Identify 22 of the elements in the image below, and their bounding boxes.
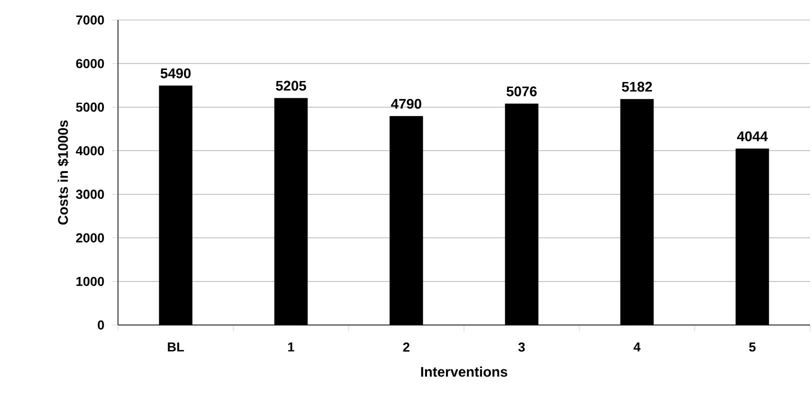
y-tick-label: 5000	[76, 102, 104, 112]
data-label: 4790	[391, 98, 422, 109]
data-label: 5205	[276, 80, 306, 91]
y-tick-label: 1000	[76, 276, 104, 286]
y-tick-label: 6000	[76, 58, 104, 68]
y-tick-label: 0	[98, 320, 104, 330]
y-tick-label: 7000	[76, 15, 104, 25]
y-tick-label: 3000	[76, 190, 104, 199]
x-tick-label: 1	[288, 342, 294, 352]
data-label: 5182	[622, 82, 652, 92]
x-tick-label: 2	[403, 342, 410, 352]
y-tick-label: 2000	[76, 233, 104, 242]
x-tick-label: 5	[749, 342, 756, 352]
y-tick-label: 4000	[76, 146, 104, 156]
x-axis-title: Interventions	[421, 366, 508, 377]
data-label: 4044	[737, 131, 768, 142]
data-label: 5490	[160, 68, 191, 78]
y-axis-title: Costs in $1000s	[57, 120, 69, 225]
x-tick-label: 4	[634, 342, 641, 352]
x-tick-label: 3	[518, 342, 525, 352]
data-label: 5076	[506, 86, 537, 96]
x-tick-label: BL	[168, 342, 184, 352]
